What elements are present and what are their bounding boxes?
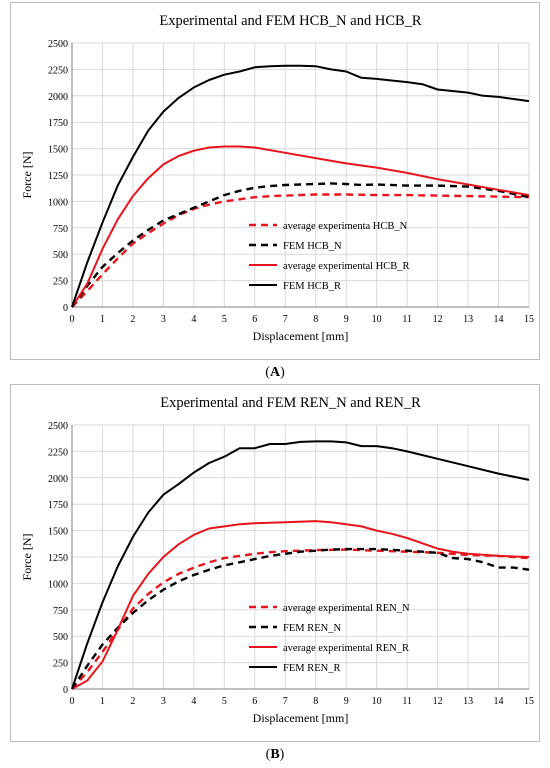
x-tick-label: 10 — [372, 696, 382, 707]
y-tick-label: 1500 — [48, 145, 68, 156]
y-tick-label: 750 — [53, 224, 68, 235]
x-axis-label: Displacement [mm] — [253, 711, 349, 725]
chart-b: Experimental and FEM REN_N and REN_R0250… — [20, 395, 534, 725]
legend-label-4: FEM HCB_R — [283, 281, 341, 292]
x-tick-label: 2 — [130, 314, 135, 325]
y-tick-label: 500 — [53, 632, 68, 643]
legend-label-2: FEM HCB_N — [283, 241, 342, 252]
x-tick-label: 15 — [524, 314, 534, 325]
x-tick-label: 0 — [70, 314, 75, 325]
caption-a: (A) — [265, 365, 285, 380]
x-tick-label: 5 — [222, 314, 227, 325]
y-tick-label: 1000 — [48, 197, 68, 208]
x-tick-label: 3 — [161, 696, 166, 707]
y-axis-label: Force [N] — [20, 534, 34, 581]
y-tick-label: 0 — [63, 685, 68, 696]
x-tick-label: 8 — [313, 696, 318, 707]
x-tick-label: 6 — [252, 696, 257, 707]
x-axis-label: Displacement [mm] — [253, 329, 349, 343]
y-tick-label: 250 — [53, 277, 68, 288]
x-tick-label: 4 — [191, 314, 196, 325]
chart-panel-a: Experimental and FEM HCB_N and HCB_R 0 250… — [10, 2, 540, 360]
x-tick-label: 12 — [433, 696, 443, 707]
series-line-3 — [71, 145, 530, 308]
y-tick-label: 1750 — [48, 500, 68, 511]
x-tick-label: 11 — [402, 696, 412, 707]
legend-label-3: average experimental HCB_R — [283, 261, 410, 272]
x-tick-label: 1 — [100, 696, 105, 707]
y-tick-label: 2250 — [48, 65, 68, 76]
x-tick-label: 13 — [463, 696, 473, 707]
series-line-1 — [71, 193, 530, 308]
legend-label-1: average experimenta HCB_N — [283, 221, 408, 232]
y-tick-label: 1000 — [48, 579, 68, 590]
series-line-4 — [71, 440, 530, 690]
x-tick-label: 9 — [344, 696, 349, 707]
y-tick-label: 2250 — [48, 447, 68, 458]
y-tick-label: 2500 — [48, 421, 68, 432]
y-tick-label: 2000 — [48, 92, 68, 103]
legend-label-4: FEM REN_R — [283, 663, 340, 674]
y-tick-label: 750 — [53, 606, 68, 617]
legend-label-2: FEM REN_N — [283, 623, 341, 634]
y-tick-label: 250 — [53, 659, 68, 670]
y-tick-label: 2000 — [48, 474, 68, 485]
y-tick-label: 1250 — [48, 171, 68, 182]
legend-label-3: average experimental REN_R — [283, 643, 409, 654]
legend-label-1: average experimental REN_N — [283, 603, 410, 614]
x-tick-label: 8 — [313, 314, 318, 325]
caption-b-letter: B — [270, 747, 280, 762]
series-line-3 — [71, 520, 530, 690]
y-tick-label: 0 — [63, 303, 68, 314]
x-tick-label: 3 — [161, 314, 166, 325]
caption-a-letter: A — [269, 365, 281, 380]
series-line-2 — [70, 547, 530, 690]
x-tick-label: 11 — [402, 314, 412, 325]
chart-panel-b: Experimental and FEM REN_N and REN_R 0 250… — [10, 384, 540, 742]
x-tick-label: 13 — [463, 314, 473, 325]
x-tick-label: 2 — [130, 696, 135, 707]
series-line-4 — [71, 64, 530, 308]
x-tick-label: 6 — [252, 314, 257, 325]
x-tick-label: 9 — [344, 314, 349, 325]
y-tick-label: 1750 — [48, 118, 68, 129]
x-tick-label: 0 — [70, 696, 75, 707]
chart-a: Experimental and FEM HCB_N and HCB_R0250… — [20, 13, 534, 343]
series-line-2 — [71, 182, 530, 308]
x-tick-label: 7 — [283, 696, 288, 707]
x-tick-label: 1 — [100, 314, 105, 325]
x-tick-label: 14 — [494, 314, 504, 325]
x-tick-label: 10 — [372, 314, 382, 325]
x-tick-label: 12 — [433, 314, 443, 325]
y-tick-label: 2500 — [48, 39, 68, 50]
x-tick-label: 5 — [222, 696, 227, 707]
y-tick-label: 500 — [53, 250, 68, 261]
x-tick-label: 15 — [524, 696, 534, 707]
y-tick-label: 1250 — [48, 553, 68, 564]
chart-title: Experimental and FEM REN_N and REN_R — [160, 395, 421, 411]
y-axis-label: Force [N] — [20, 152, 34, 199]
caption-b: (B) — [265, 747, 285, 762]
x-tick-label: 7 — [283, 314, 288, 325]
x-tick-label: 4 — [191, 696, 196, 707]
y-tick-label: 1500 — [48, 527, 68, 538]
chart-title: Experimental and FEM HCB_N and HCB_R — [159, 13, 422, 29]
x-tick-label: 14 — [494, 696, 504, 707]
